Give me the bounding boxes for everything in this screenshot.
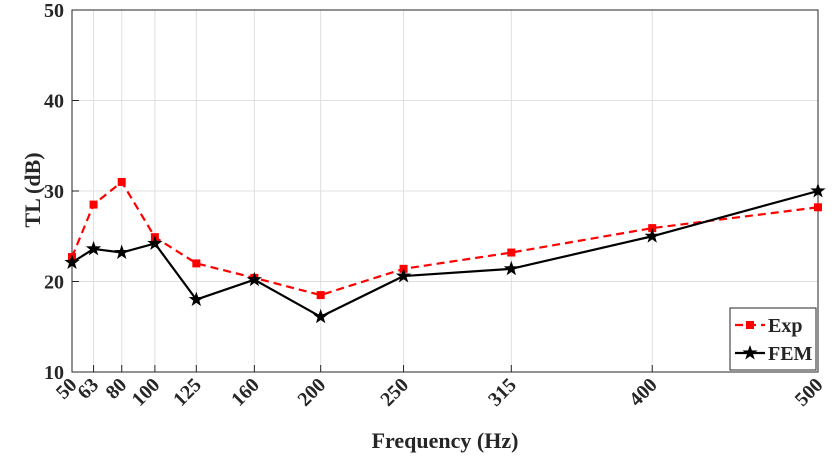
marker (192, 259, 201, 268)
marker (316, 291, 325, 300)
marker (644, 228, 660, 243)
marker (648, 224, 657, 233)
marker (147, 235, 163, 250)
marker (395, 268, 412, 283)
marker (64, 254, 80, 269)
legend-marker (746, 321, 754, 329)
y-tick-label: 50 (44, 0, 64, 22)
legend-label: Exp (768, 315, 802, 337)
legend-label: FEM (768, 343, 813, 365)
x-tick-label: 250 (376, 374, 413, 411)
marker (503, 260, 519, 276)
marker (810, 183, 826, 198)
legend-box (729, 307, 817, 371)
x-tick-label: 200 (293, 374, 330, 411)
y-tick-label: 20 (44, 272, 64, 294)
x-tick-label: 400 (625, 374, 662, 411)
marker (89, 200, 98, 209)
x-tick-label: 80 (102, 374, 132, 404)
marker (188, 291, 204, 307)
marker (246, 271, 262, 287)
y-tick-label: 30 (44, 181, 64, 203)
y-tick-label: 10 (44, 362, 64, 384)
x-tick-label: 63 (73, 374, 103, 404)
legend-marker (742, 345, 758, 360)
marker (114, 244, 130, 259)
y-axis-label: TL (dB) (20, 152, 45, 227)
x-tick-label: 100 (128, 374, 165, 411)
x-tick-label: 160 (227, 374, 264, 411)
x-tick-label: 315 (484, 374, 521, 411)
x-tick-label: 125 (169, 374, 206, 411)
x-tick-label: 500 (791, 374, 828, 411)
marker (814, 203, 822, 212)
marker (313, 308, 329, 324)
x-axis-label: Frequency (Hz) (372, 428, 519, 453)
marker (507, 248, 516, 257)
marker (117, 177, 126, 186)
marker (85, 240, 102, 256)
y-tick-label: 40 (44, 91, 64, 113)
